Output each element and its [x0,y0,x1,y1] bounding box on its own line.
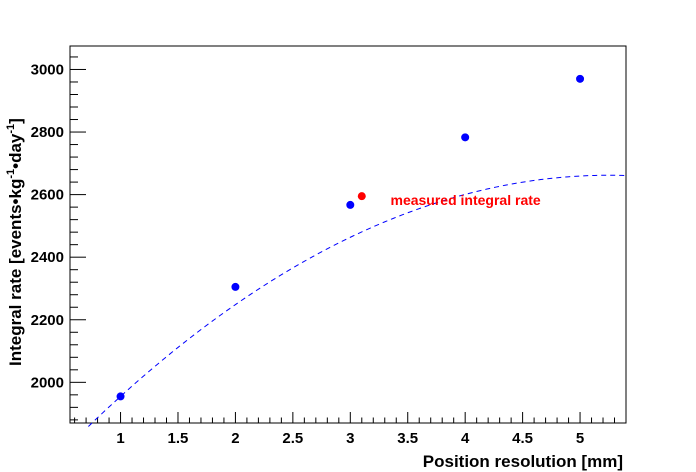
fit-curve [88,174,627,427]
y-axis-title-part-3: day [6,133,25,163]
y-axis-title-part-2: kg [6,179,25,199]
data-point [461,133,470,142]
x-tick-label: 3 [346,430,354,447]
data-point [116,392,125,401]
y-tick-label: 2800 [31,124,64,141]
y-tick-label: 3000 [31,61,64,78]
plot-frame [69,45,627,424]
x-tick-label: 3.5 [397,430,418,447]
y-axis-title-part-1: Integral rate [events [6,204,25,366]
x-tick-label: 1.5 [168,430,189,447]
data-point [346,200,355,209]
y-tick-label: 2600 [31,187,64,204]
annotation-measured-integral-rate: measured integral rate [391,192,541,208]
x-tick-label: 4 [461,430,470,447]
y-tick-label: 2400 [31,249,64,266]
x-tick-label: 5 [576,430,584,447]
y-axis-title-part-4: ] [6,118,25,124]
x-tick-label: 2.5 [282,430,303,447]
x-tick-label: 2 [231,430,239,447]
y-axis-title: Integral rate [events•kg-1•day-1] [5,118,25,366]
y-tick-label: 2200 [31,312,64,329]
y-axis-bullet-2: • [6,163,25,169]
axis-ticks: 1 1.5 2 2.5 3 3.5 4 4.5 5 2000 2200 2400 2600 2800 300… [31,56,627,447]
x-axis-title: Position resolution [mm] [423,452,623,471]
y-axis-title-exp-2: -1 [5,124,17,134]
x-tick-label: 1 [116,430,124,447]
data-point [576,74,585,83]
y-tick-label: 2000 [31,374,64,391]
data-points [116,74,585,401]
x-tick-label: 4.5 [512,430,533,447]
measured-point [357,192,366,201]
y-axis-bullet-1: • [6,198,25,204]
y-axis-title-exp-1: -1 [5,169,17,179]
data-point [231,282,240,291]
